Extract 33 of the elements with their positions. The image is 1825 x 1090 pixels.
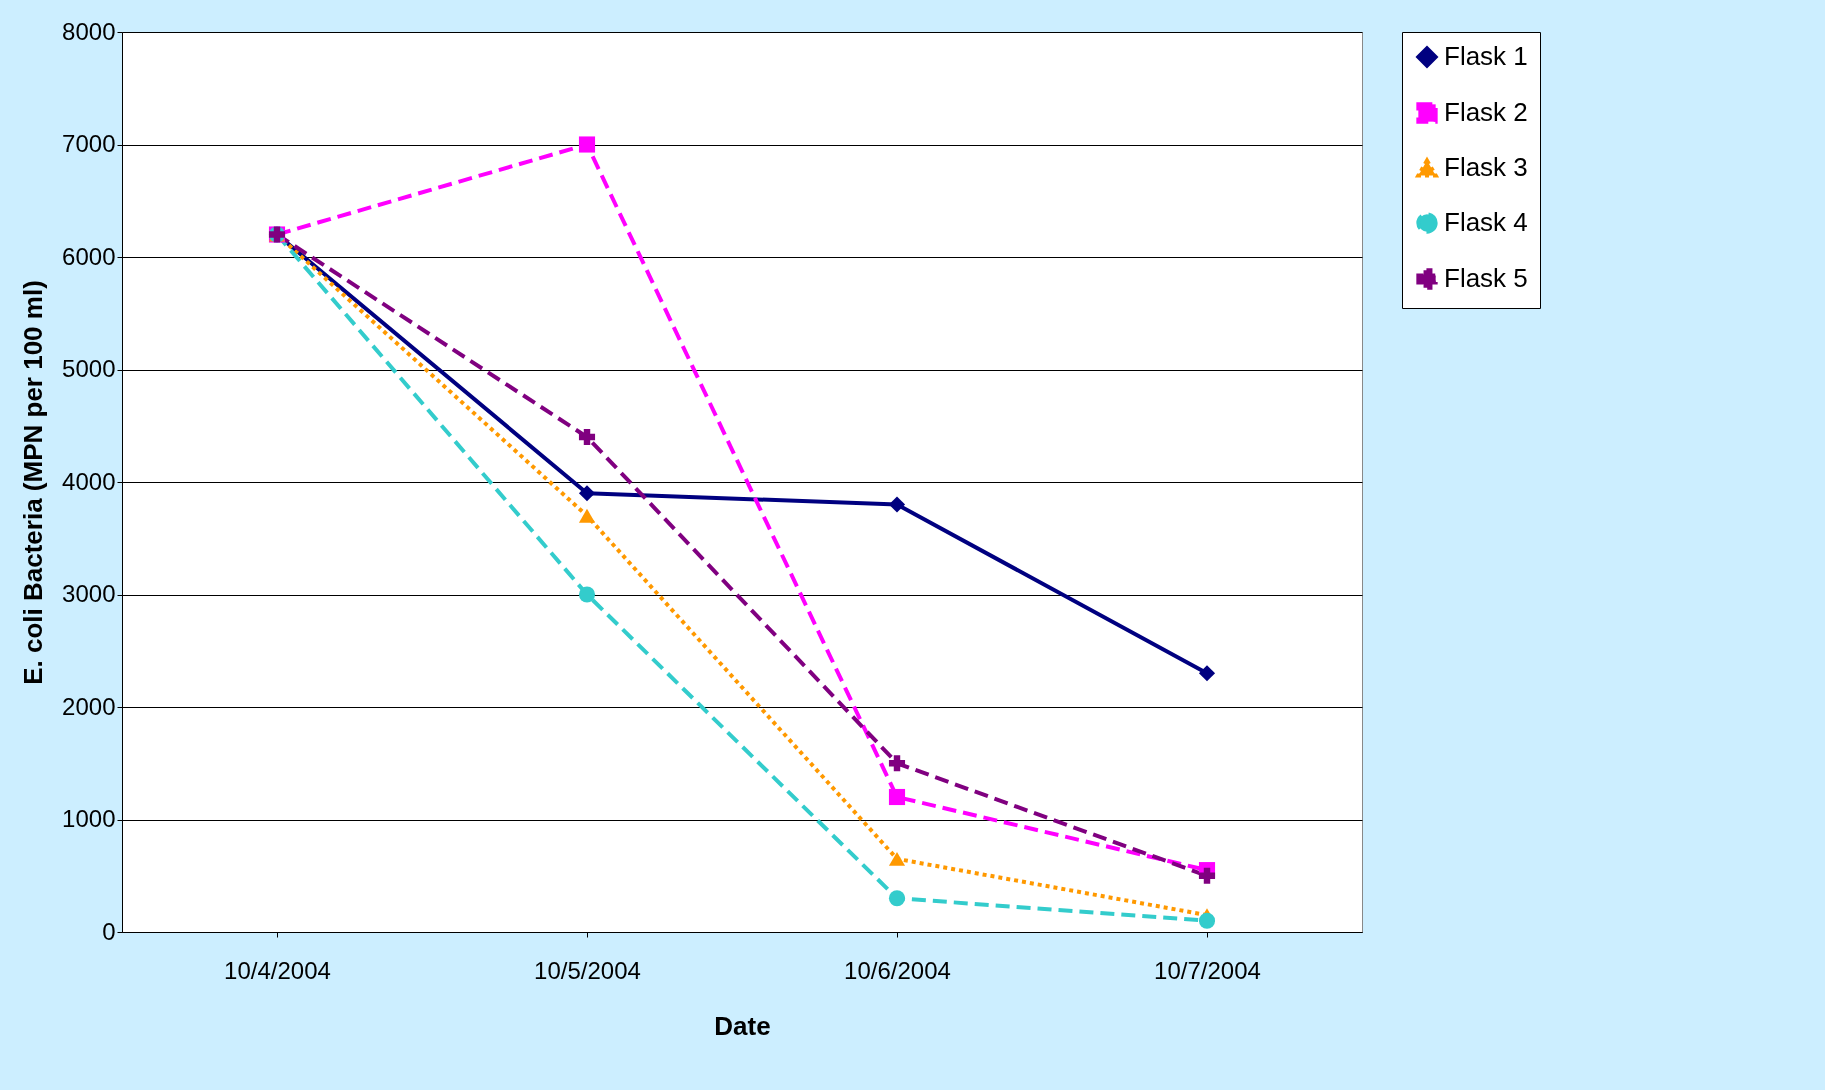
point	[1198, 912, 1216, 929]
point	[1198, 665, 1216, 682]
point	[578, 485, 596, 502]
y-tick-label: 6000	[62, 242, 116, 270]
x-axis-title: Date	[714, 1010, 771, 1041]
point	[888, 851, 906, 866]
legend-label: Flask 3	[1444, 152, 1528, 182]
y-tick-label: 4000	[62, 467, 116, 495]
y-tick-label: 2000	[62, 692, 116, 720]
y-tick-label: 1000	[62, 805, 116, 832]
point	[888, 788, 906, 806]
x-tick-label: 10/6/2004	[844, 956, 951, 984]
point	[888, 755, 906, 772]
legend-label: Flask 2	[1444, 97, 1528, 127]
y-tick-label: 8000	[62, 17, 116, 45]
point	[578, 508, 596, 523]
x-tick-label: 10/4/2004	[224, 956, 331, 984]
y-tick-label: 0	[102, 917, 116, 945]
point	[888, 496, 906, 513]
point	[578, 586, 596, 603]
point	[578, 428, 596, 446]
x-tick-label: 10/7/2004	[1154, 956, 1261, 984]
legend-label: Flask 4	[1444, 207, 1528, 237]
point	[1198, 867, 1216, 884]
y-tick-label: 3000	[62, 580, 116, 607]
legend-label: Flask 5	[1444, 263, 1528, 293]
y-tick-label: 7000	[62, 130, 116, 157]
point	[578, 136, 596, 153]
point	[888, 890, 906, 907]
y-tick-label: 5000	[62, 355, 116, 382]
legend-label: Flask 1	[1444, 41, 1528, 71]
y-axis-title: E. coli Bacteria (MPN per 100 ml)	[18, 280, 49, 685]
x-tick-label: 10/5/2004	[534, 956, 641, 984]
